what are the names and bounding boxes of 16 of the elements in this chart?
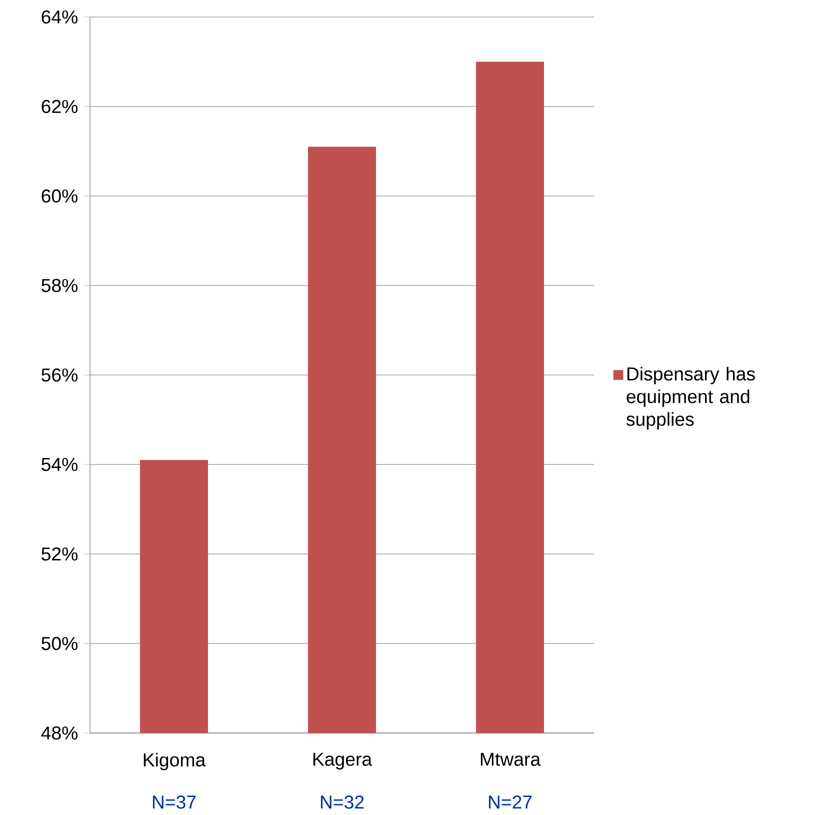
text: N=37 bbox=[152, 796, 196, 809]
y-tick-label: 54% bbox=[42, 458, 78, 472]
y-tick-label: 52% bbox=[42, 547, 78, 561]
x-tick-label: Kagera bbox=[313, 752, 372, 770]
x-tick-label: Mtwara bbox=[480, 752, 541, 766]
y-tick-label: 48% bbox=[41, 726, 78, 740]
y-tick-label: 64% bbox=[42, 10, 78, 24]
legend-label: Dispensary has equipment and supplies bbox=[626, 366, 755, 430]
y-tick-label: 60% bbox=[42, 189, 78, 203]
y-tick-label: 58% bbox=[42, 278, 78, 292]
x-tick-label: Kigoma bbox=[144, 752, 206, 770]
y-tick-label: 62% bbox=[42, 100, 78, 114]
y-tick-label: 50% bbox=[42, 636, 78, 650]
text: N=32 bbox=[320, 796, 364, 809]
text: N=27 bbox=[488, 796, 532, 809]
y-tick-label: 56% bbox=[42, 368, 78, 382]
